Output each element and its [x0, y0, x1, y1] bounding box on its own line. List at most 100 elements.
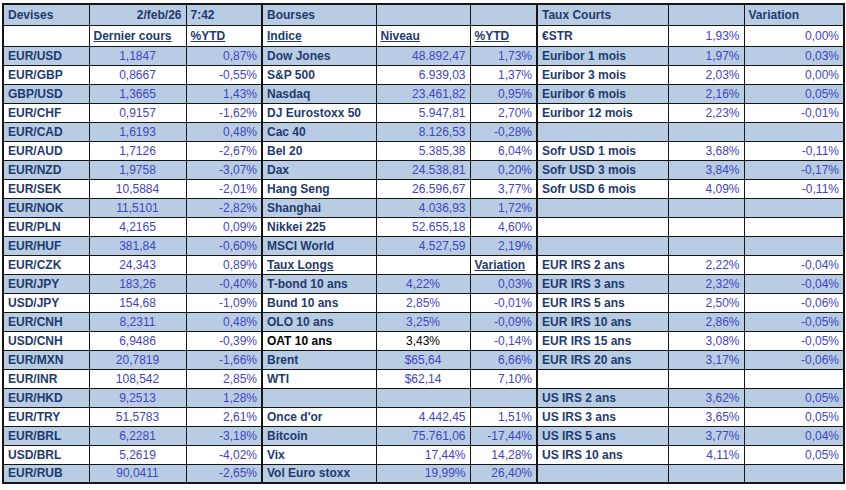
eur-sek-last-price[interactable]: 10,5884	[89, 179, 186, 198]
shanghai[interactable]: Shanghai	[262, 198, 376, 217]
eur-cad-ytd[interactable]: 0,48%	[186, 122, 262, 141]
eur-huf-ytd[interactable]: -0,60%	[186, 236, 262, 255]
sofr-usd-3-mois-variation[interactable]: -0,17%	[744, 160, 844, 179]
wti[interactable]: WTI	[262, 369, 376, 388]
indice-ytd[interactable]: %YTD	[470, 25, 537, 46]
nikkei-225-ytd[interactable]: 4,60%	[470, 217, 537, 236]
eur-gbp-ytd[interactable]: -0,55%	[186, 65, 262, 84]
eur-inr-ytd[interactable]: 2,85%	[186, 369, 262, 388]
us-irs-5-ans[interactable]: US IRS 5 ans	[537, 426, 668, 445]
empty-cell-r21-c6[interactable]	[470, 388, 537, 407]
eur-irs-2-ans-rate[interactable]: 2,22%	[668, 255, 744, 274]
eur-irs-15-ans-variation[interactable]: -0,05%	[744, 331, 844, 350]
us-irs-10-ans-variation[interactable]: 0,05%	[744, 445, 844, 464]
eur-try[interactable]: EUR/TRY	[3, 407, 89, 426]
empty-cell-r12-c9[interactable]	[744, 217, 844, 236]
euribor-6-mois[interactable]: Euribor 6 mois	[537, 84, 668, 103]
nasdaq-level[interactable]: 23.461,82	[376, 84, 470, 103]
euribor-1-mois[interactable]: Euribor 1 mois	[537, 46, 668, 65]
eur-cad[interactable]: EUR/CAD	[3, 122, 89, 141]
eur-mxn-last-price[interactable]: 20,7819	[89, 350, 186, 369]
us-irs-2-ans[interactable]: US IRS 2 ans	[537, 388, 668, 407]
sofr-usd-6-mois-variation[interactable]: -0,11%	[744, 179, 844, 198]
empty-cell-r11-c8[interactable]	[668, 198, 744, 217]
bitcoin[interactable]: Bitcoin	[262, 426, 376, 445]
last-price[interactable]: Dernier cours	[89, 25, 186, 46]
eur-try-last-price[interactable]: 51,5783	[89, 407, 186, 426]
euribor-6-mois-rate[interactable]: 2,16%	[668, 84, 744, 103]
usd-jpy-ytd[interactable]: -1,09%	[186, 293, 262, 312]
eur-rub-ytd[interactable]: -2,65%	[186, 464, 262, 483]
eur-usd-last-price[interactable]: 1,1847	[89, 46, 186, 65]
bund-10-ans[interactable]: Bund 10 ans	[262, 293, 376, 312]
eur-irs-10-ans[interactable]: EUR IRS 10 ans	[537, 312, 668, 331]
usd-cnh-last-price[interactable]: 6,9486	[89, 331, 186, 350]
eur-gbp-last-price[interactable]: 0,8667	[89, 65, 186, 84]
eur-cad-last-price[interactable]: 1,6193	[89, 122, 186, 141]
euribor-6-mois-variation[interactable]: 0,05%	[744, 84, 844, 103]
empty-cell-r7-c8[interactable]	[668, 122, 744, 141]
empty-cell-r7-c7[interactable]	[537, 122, 668, 141]
eur-jpy-last-price[interactable]: 183,26	[89, 274, 186, 293]
empty-cell-r11-c7[interactable]	[537, 198, 668, 217]
eur-aud-ytd[interactable]: -2,67%	[186, 141, 262, 160]
eur-nok-ytd[interactable]: -2,82%	[186, 198, 262, 217]
dow-jones-level[interactable]: 48.892,47	[376, 46, 470, 65]
msci-world-ytd[interactable]: 2,19%	[470, 236, 537, 255]
cac-40[interactable]: Cac 40	[262, 122, 376, 141]
dax-ytd[interactable]: 0,20%	[470, 160, 537, 179]
usd-cnh[interactable]: USD/CNH	[3, 331, 89, 350]
eur-brl-ytd[interactable]: -3,18%	[186, 426, 262, 445]
eur-chf-ytd[interactable]: -1,62%	[186, 103, 262, 122]
empty-cell-r25-c8[interactable]	[668, 464, 744, 483]
eur-inr[interactable]: EUR/INR	[3, 369, 89, 388]
eur-pln-ytd[interactable]: 0,09%	[186, 217, 262, 236]
vol-euro-stoxx[interactable]: Vol Euro stoxx	[262, 464, 376, 483]
eur-pln[interactable]: EUR/PLN	[3, 217, 89, 236]
sofr-usd-1-mois[interactable]: Sofr USD 1 mois	[537, 141, 668, 160]
eur-chf[interactable]: EUR/CHF	[3, 103, 89, 122]
eur-hkd[interactable]: EUR/HKD	[3, 388, 89, 407]
eur-aud-last-price[interactable]: 1,7126	[89, 141, 186, 160]
eur-czk-last-price[interactable]: 24,343	[89, 255, 186, 274]
nasdaq[interactable]: Nasdaq	[262, 84, 376, 103]
euribor-12-mois-variation[interactable]: -0,01%	[744, 103, 844, 122]
eur-irs-3-ans[interactable]: EUR IRS 3 ans	[537, 274, 668, 293]
empty-cell-r2-c1[interactable]	[3, 25, 89, 46]
dow-jones-ytd[interactable]: 1,73%	[470, 46, 537, 65]
eur-sek[interactable]: EUR/SEK	[3, 179, 89, 198]
empty-cell-r25-c9[interactable]	[744, 464, 844, 483]
eur-irs-5-ans-rate[interactable]: 2,50%	[668, 293, 744, 312]
empty-cell-r21-c5[interactable]	[376, 388, 470, 407]
bourses[interactable]: Bourses	[262, 4, 376, 25]
euribor-3-mois[interactable]: Euribor 3 mois	[537, 65, 668, 84]
us-irs-5-ans-rate[interactable]: 3,77%	[668, 426, 744, 445]
eur-irs-2-ans-variation[interactable]: -0,04%	[744, 255, 844, 274]
s-p-500[interactable]: S&P 500	[262, 65, 376, 84]
dax-level[interactable]: 24.538,81	[376, 160, 470, 179]
eur-mxn-ytd[interactable]: -1,66%	[186, 350, 262, 369]
eur-nzd-ytd[interactable]: -3,07%	[186, 160, 262, 179]
vix[interactable]: Vix	[262, 445, 376, 464]
euribor-3-mois-rate[interactable]: 2,03%	[668, 65, 744, 84]
eur-irs-15-ans[interactable]: EUR IRS 15 ans	[537, 331, 668, 350]
eur-irs-10-ans-variation[interactable]: -0,05%	[744, 312, 844, 331]
hang-seng-ytd[interactable]: 3,77%	[470, 179, 537, 198]
eur-gbp[interactable]: EUR/GBP	[3, 65, 89, 84]
eur-irs-3-ans-rate[interactable]: 2,32%	[668, 274, 744, 293]
dax[interactable]: Dax	[262, 160, 376, 179]
taux-longs[interactable]: Taux Longs	[262, 255, 376, 274]
vol-euro-stoxx-ytd[interactable]: 26,40%	[470, 464, 537, 483]
t-bond-10-ans-level[interactable]: 4,22%	[376, 274, 470, 293]
taux-courts[interactable]: Taux Courts	[537, 4, 668, 25]
olo-10-ans-level[interactable]: 3,25%	[376, 312, 470, 331]
s-p-500-ytd[interactable]: 1,37%	[470, 65, 537, 84]
sofr-usd-6-mois[interactable]: Sofr USD 6 mois	[537, 179, 668, 198]
euribor-1-mois-rate[interactable]: 1,97%	[668, 46, 744, 65]
oat-10-ans-ytd[interactable]: -0,14%	[470, 331, 537, 350]
eur-aud[interactable]: EUR/AUD	[3, 141, 89, 160]
cac-40-level[interactable]: 8.126,53	[376, 122, 470, 141]
us-irs-2-ans-variation[interactable]: 0,05%	[744, 388, 844, 407]
gbp-usd-last-price[interactable]: 1,3665	[89, 84, 186, 103]
empty-cell-r1-c6[interactable]	[470, 4, 537, 25]
